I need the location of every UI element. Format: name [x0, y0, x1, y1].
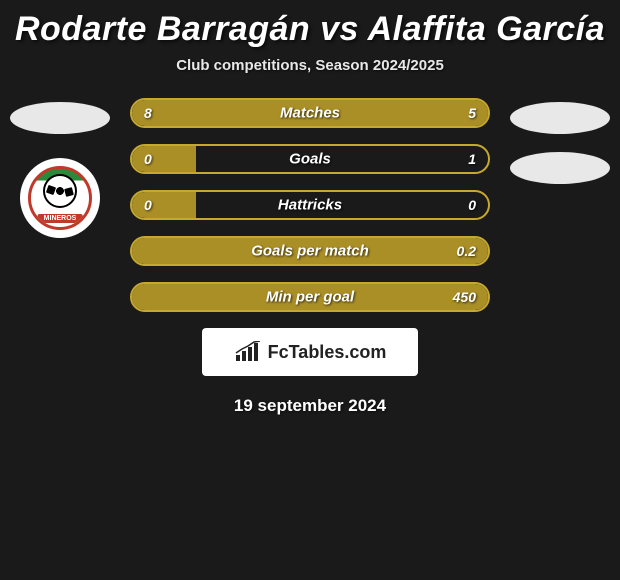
- stat-label: Hattricks: [278, 197, 342, 214]
- page-title: Rodarte Barragán vs Alaffita García: [0, 0, 620, 49]
- bar-chart-icon: [234, 341, 262, 363]
- stat-row: 0 Hattricks 0: [130, 190, 490, 220]
- stat-label: Min per goal: [266, 289, 354, 306]
- stat-label: Goals: [289, 151, 331, 168]
- stat-bars: 8 Matches 5 0 Goals 1 0 Hattricks 0 Goals per mat…: [130, 98, 490, 312]
- bar-fill-left: [132, 192, 196, 218]
- bar-fill-left: [132, 146, 196, 172]
- stat-label: Matches: [280, 105, 340, 122]
- subtitle: Club competitions, Season 2024/2025: [0, 57, 620, 74]
- stat-value-right: 0.2: [457, 243, 476, 259]
- stat-row: Goals per match 0.2: [130, 236, 490, 266]
- snapshot-date: 19 september 2024: [0, 396, 620, 416]
- stat-row: Min per goal 450: [130, 282, 490, 312]
- stat-value-left: 8: [144, 105, 152, 121]
- stat-label: Goals per match: [251, 243, 369, 260]
- left-player-photo: [10, 102, 110, 134]
- stat-value-right: 1: [468, 151, 476, 167]
- stat-value-left: 0: [144, 197, 152, 213]
- right-player-photo: [510, 102, 610, 134]
- badge-label: MINEROS: [38, 214, 83, 223]
- stat-row: 0 Goals 1: [130, 144, 490, 174]
- comparison-panel: MINEROS 8 Matches 5 0 Goals 1 0 Hattricks 0 Goals…: [0, 98, 620, 416]
- right-club-badge: [510, 152, 610, 184]
- stat-row: 8 Matches 5: [130, 98, 490, 128]
- stat-value-right: 5: [468, 105, 476, 121]
- stat-value-right: 0: [468, 197, 476, 213]
- left-club-badge: MINEROS: [20, 158, 100, 238]
- source-logo[interactable]: FcTables.com: [202, 328, 418, 376]
- source-logo-text: FcTables.com: [268, 342, 387, 363]
- badge-shield-icon: MINEROS: [28, 166, 92, 230]
- soccer-ball-icon: [43, 174, 77, 208]
- stat-value-right: 450: [453, 289, 476, 305]
- stat-value-left: 0: [144, 151, 152, 167]
